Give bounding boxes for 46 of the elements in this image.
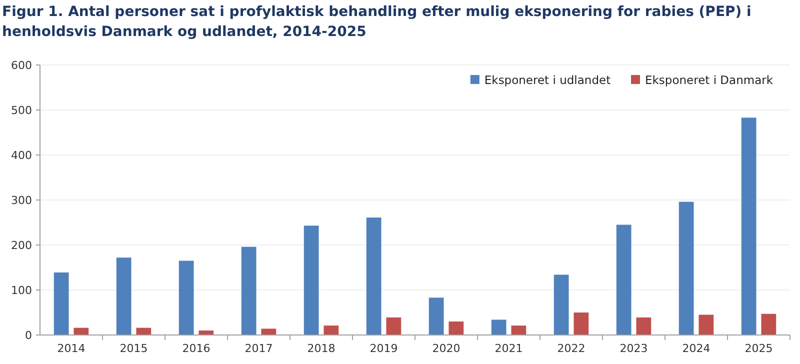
y-tick-label: 600 — [11, 58, 32, 72]
x-tick-label: 2016 — [182, 342, 210, 355]
bar — [178, 260, 194, 335]
y-tick-label: 0 — [25, 328, 32, 342]
x-tick-label: 2015 — [120, 342, 148, 355]
x-tick-label: 2014 — [57, 342, 86, 355]
bar — [698, 314, 714, 335]
x-tick-label: 2025 — [744, 342, 773, 355]
x-tick-label: 2017 — [244, 342, 273, 355]
y-tick-label: 200 — [11, 238, 32, 252]
bar — [761, 314, 776, 335]
x-tick-label: 2021 — [494, 342, 523, 355]
bar — [366, 218, 382, 335]
bar — [491, 320, 506, 335]
bar — [678, 202, 694, 335]
x-tick-label: 2024 — [682, 342, 710, 355]
bar — [54, 272, 69, 335]
bar — [198, 330, 214, 335]
bar — [574, 312, 589, 335]
x-tick-label: 2020 — [432, 342, 460, 355]
bar — [428, 298, 444, 335]
bar — [116, 258, 132, 335]
y-tick-label: 400 — [11, 148, 32, 162]
bar — [741, 118, 756, 335]
bar — [448, 322, 464, 335]
bar — [616, 224, 632, 335]
x-tick-label: 2022 — [557, 342, 586, 355]
bar — [136, 328, 152, 335]
x-tick-label: 2023 — [620, 342, 648, 355]
y-tick-label: 300 — [11, 194, 32, 207]
bar — [554, 274, 569, 335]
x-tick-label: 2019 — [370, 342, 398, 355]
bar — [636, 317, 652, 335]
bar — [261, 328, 276, 335]
bar — [74, 328, 89, 335]
bar — [324, 326, 339, 335]
chart-title: Figur 1. Antal personer sat i profylaktisk behandling efter mulig eksponering for rabies (PEP) i henholdsvis Danmark og udlandet, 2014-2025 — [2, 4, 752, 40]
y-tick-label: 100 — [11, 284, 32, 297]
bar — [304, 226, 319, 335]
legend-label: Eksponeret i udlandet — [484, 73, 612, 88]
y-tick-label: 500 — [11, 104, 32, 117]
legend-label: Eksponeret i Danmark — [645, 73, 774, 88]
bar — [241, 246, 256, 335]
bar — [386, 317, 402, 335]
bar — [511, 326, 526, 335]
x-tick-label: 2018 — [307, 342, 336, 355]
